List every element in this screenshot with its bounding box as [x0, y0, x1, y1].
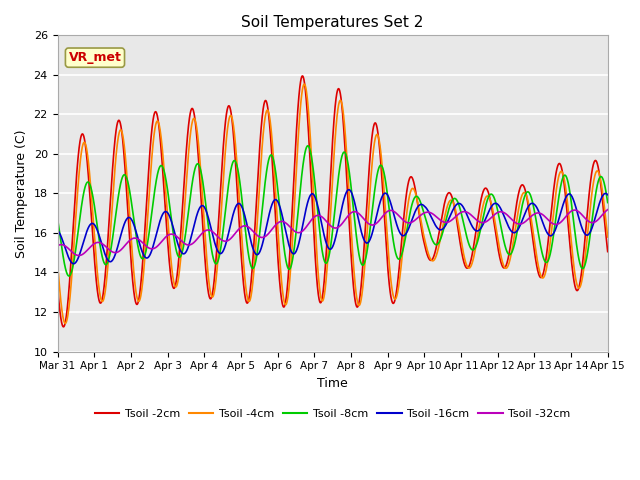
Tsoil -4cm: [604, 233, 611, 239]
Tsoil -32cm: [75, 252, 83, 258]
Tsoil -4cm: [207, 293, 215, 299]
Tsoil -32cm: [172, 233, 179, 239]
Tsoil -32cm: [207, 228, 215, 234]
Tsoil -4cm: [54, 260, 61, 265]
Tsoil -16cm: [604, 192, 612, 198]
Tsoil -8cm: [604, 199, 611, 204]
Tsoil -4cm: [61, 321, 69, 326]
Tsoil -8cm: [172, 244, 179, 250]
Tsoil -4cm: [387, 274, 394, 279]
Text: VR_met: VR_met: [68, 51, 122, 64]
Tsoil -8cm: [207, 245, 215, 251]
Tsoil -2cm: [60, 324, 67, 330]
Line: Tsoil -4cm: Tsoil -4cm: [58, 84, 608, 324]
Tsoil -16cm: [387, 200, 394, 205]
Tsoil -2cm: [207, 295, 215, 301]
Line: Tsoil -32cm: Tsoil -32cm: [58, 210, 608, 255]
Tsoil -4cm: [300, 81, 308, 87]
Title: Soil Temperatures Set 2: Soil Temperatures Set 2: [241, 15, 424, 30]
Tsoil -16cm: [54, 228, 61, 233]
Tsoil -4cm: [396, 273, 404, 278]
Tsoil -16cm: [604, 192, 611, 197]
Tsoil -2cm: [552, 172, 559, 178]
Y-axis label: Soil Temperature (C): Soil Temperature (C): [15, 129, 28, 258]
Tsoil -4cm: [552, 192, 559, 197]
Tsoil -8cm: [604, 200, 612, 205]
Line: Tsoil -2cm: Tsoil -2cm: [58, 76, 608, 327]
Tsoil -32cm: [604, 207, 611, 213]
Tsoil -32cm: [552, 222, 559, 228]
Tsoil -4cm: [172, 284, 179, 290]
Tsoil -32cm: [396, 214, 404, 220]
Tsoil -16cm: [345, 187, 353, 192]
Tsoil -4cm: [604, 234, 612, 240]
Tsoil -16cm: [172, 233, 179, 239]
Tsoil -16cm: [552, 226, 559, 232]
Tsoil -2cm: [604, 247, 611, 253]
Tsoil -2cm: [54, 283, 61, 288]
Legend: Tsoil -2cm, Tsoil -4cm, Tsoil -8cm, Tsoil -16cm, Tsoil -32cm: Tsoil -2cm, Tsoil -4cm, Tsoil -8cm, Tsoi…: [90, 405, 575, 423]
Tsoil -16cm: [396, 230, 404, 236]
Tsoil -2cm: [299, 73, 307, 79]
Tsoil -8cm: [552, 216, 559, 222]
X-axis label: Time: Time: [317, 377, 348, 390]
Tsoil -16cm: [70, 261, 77, 266]
Tsoil -32cm: [54, 243, 61, 249]
Tsoil -2cm: [396, 255, 404, 261]
Line: Tsoil -16cm: Tsoil -16cm: [58, 190, 608, 264]
Tsoil -32cm: [387, 207, 394, 213]
Tsoil -8cm: [304, 143, 312, 149]
Tsoil -2cm: [387, 291, 394, 297]
Tsoil -2cm: [604, 249, 612, 254]
Tsoil -8cm: [387, 217, 394, 223]
Tsoil -8cm: [54, 216, 61, 221]
Tsoil -8cm: [396, 255, 404, 261]
Tsoil -8cm: [65, 273, 73, 279]
Tsoil -16cm: [207, 227, 215, 232]
Line: Tsoil -8cm: Tsoil -8cm: [58, 146, 608, 276]
Tsoil -32cm: [604, 207, 612, 213]
Tsoil -2cm: [172, 282, 179, 288]
